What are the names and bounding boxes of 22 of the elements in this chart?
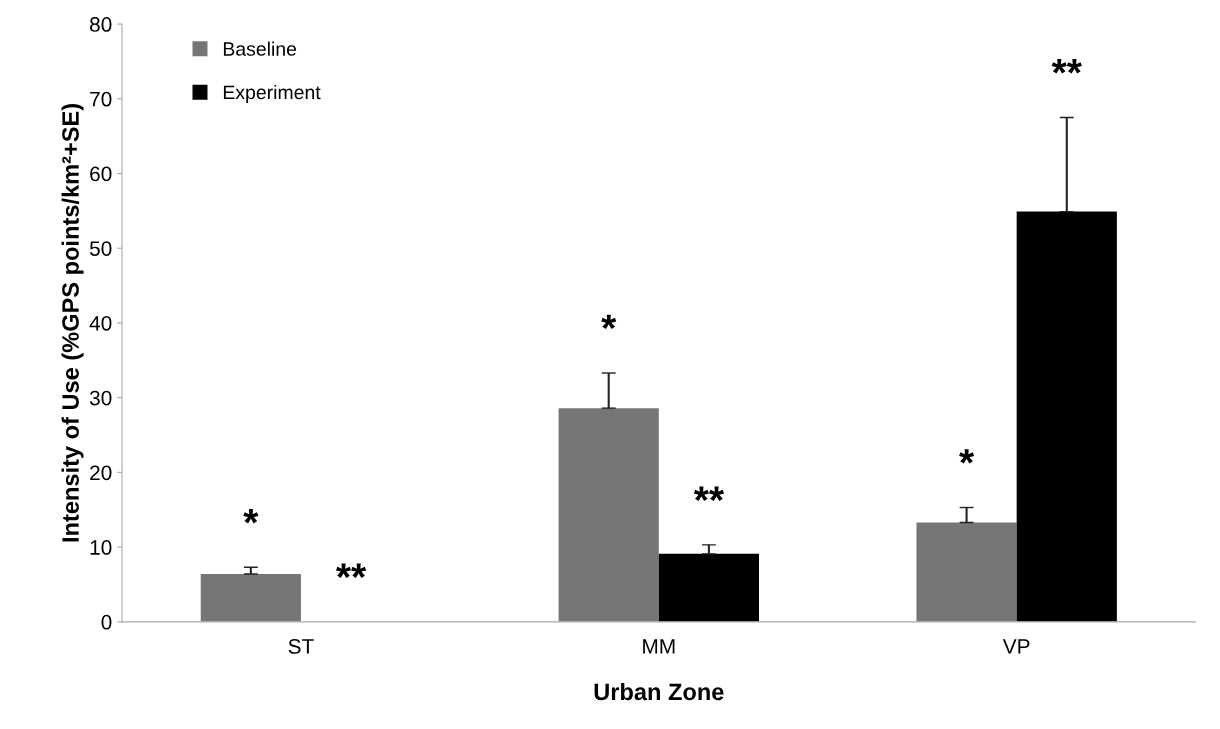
legend-label: Baseline	[223, 41, 297, 56]
x-tick-label: MM	[643, 639, 675, 654]
annotation: *	[959, 449, 975, 464]
y-axis-title: Intensity of Use (%GPS points/km²+SE)	[61, 104, 84, 542]
annotation: *	[243, 508, 259, 524]
annotation: **	[693, 486, 724, 501]
x-axis-title: Urban Zone	[594, 682, 724, 701]
y-tick-label: 0	[101, 614, 112, 630]
y-tick-label: 60	[90, 166, 112, 182]
y-tick-label: 20	[90, 465, 112, 481]
annotation: **	[1051, 59, 1082, 74]
y-tick-label: 40	[89, 315, 112, 331]
annotation: **	[336, 563, 367, 578]
x-tick-label: VP	[1002, 639, 1030, 654]
y-tick-label: 30	[89, 390, 112, 406]
y-tick-label: 80	[90, 17, 112, 32]
x-tick-label: ST	[288, 639, 314, 654]
y-tick-label: 10	[90, 540, 112, 555]
annotation: *	[601, 314, 617, 330]
y-tick-label: 70	[90, 91, 112, 107]
y-tick-label: 50	[89, 241, 112, 256]
legend-label: Experiment	[223, 84, 321, 104]
